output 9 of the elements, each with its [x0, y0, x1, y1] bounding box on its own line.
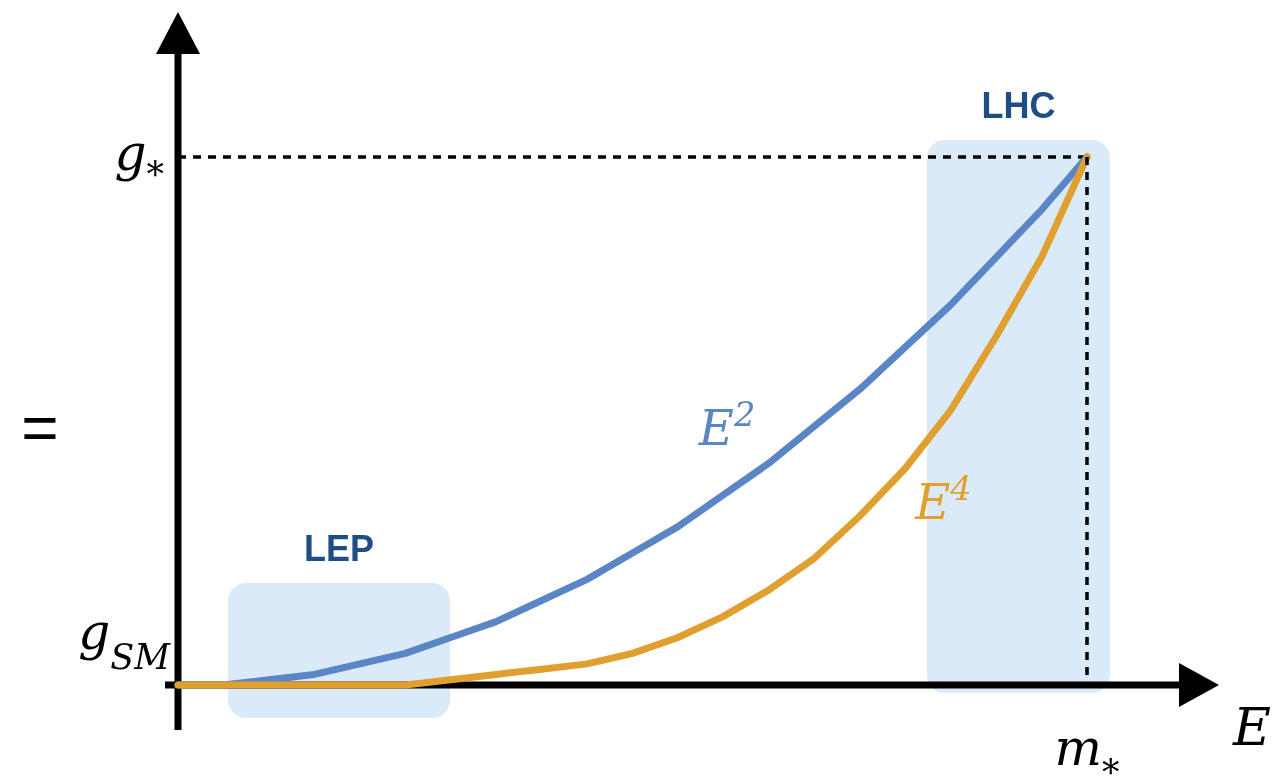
annotation: LEP	[303, 528, 375, 569]
text: g$_{SM}$	[78, 603, 172, 677]
series-label: E$^{2}$	[697, 394, 756, 457]
text: =	[21, 392, 59, 464]
text: m$_{*}$	[1054, 719, 1120, 778]
series-label: E$^{4}$	[914, 468, 972, 530]
x-axis-title: E	[1232, 697, 1272, 757]
text: LHC	[981, 85, 1056, 126]
ref-line-label: g$_{*}$	[114, 124, 164, 195]
